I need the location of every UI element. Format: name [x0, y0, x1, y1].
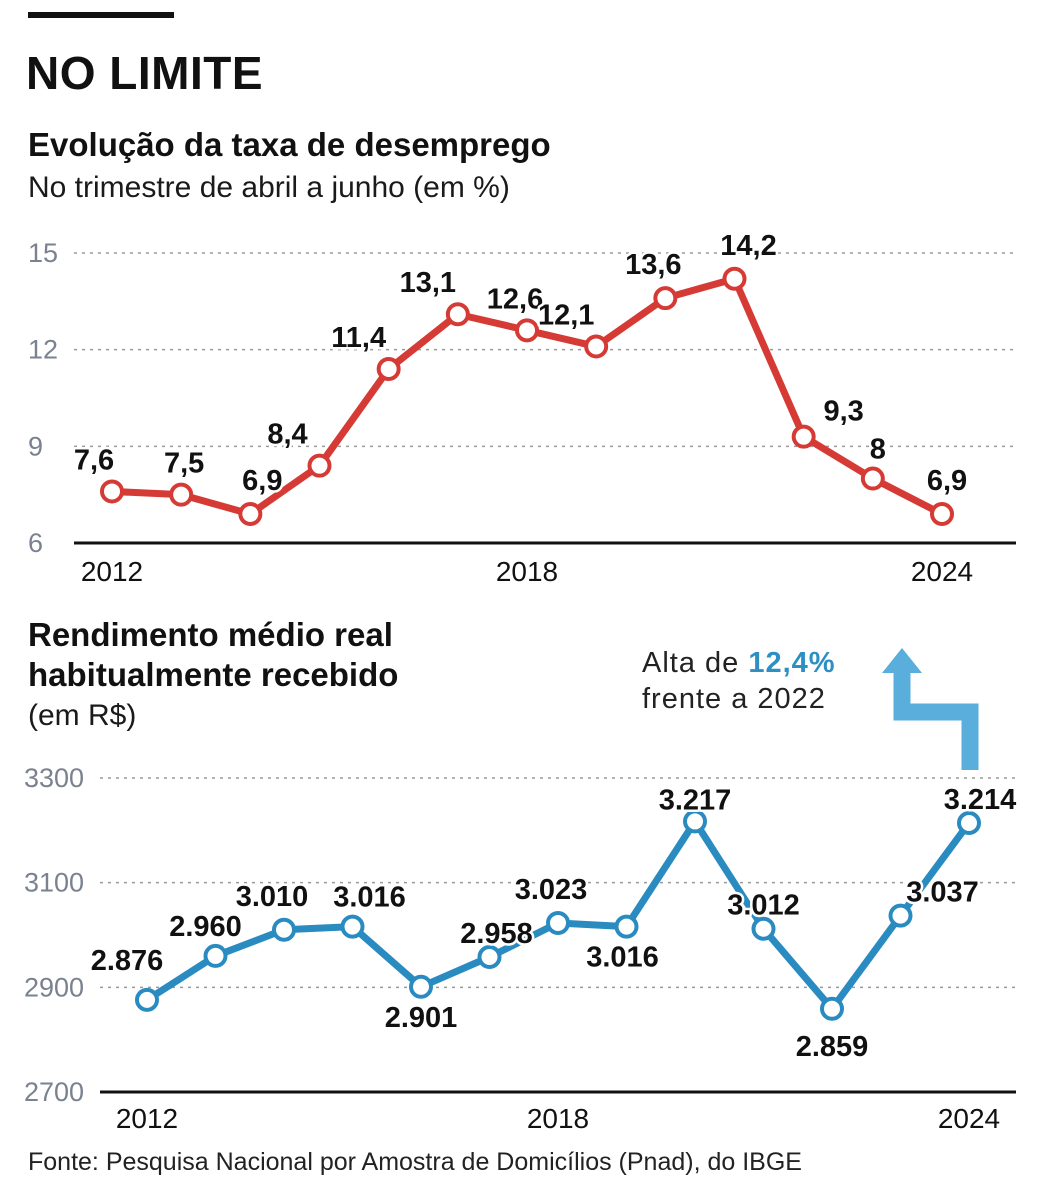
- data-label: 2.960: [169, 911, 242, 943]
- headline: NO LIMITE: [26, 47, 264, 99]
- data-point: [888, 903, 913, 928]
- data-label: 3.023: [515, 874, 588, 906]
- growth-arrow-icon: [893, 672, 979, 770]
- x-tick-label: 2012: [116, 1103, 178, 1134]
- data-point: [584, 334, 609, 359]
- data-label: 3.016: [333, 882, 406, 914]
- data-point: [376, 357, 401, 381]
- growth-note-line2: frente a 2022: [642, 683, 826, 715]
- data-point: [930, 502, 954, 526]
- y-tick-label: 12: [28, 335, 58, 365]
- growth-note-prefix: Alta de: [642, 647, 749, 679]
- data-point: [860, 466, 885, 491]
- data-point: [546, 910, 570, 935]
- x-tick-label: 2024: [911, 556, 973, 587]
- data-point: [203, 943, 228, 968]
- data-label: 2.958: [460, 918, 533, 950]
- data-label: 8: [870, 434, 886, 466]
- unemployment-chart: 6 9 12 15 2012 2018 2024 7,6 7,5 6,9 8,4 11,4 13,1 12…: [28, 227, 1016, 587]
- data-point: [340, 914, 365, 939]
- y-tick-label: 9: [28, 431, 43, 461]
- data-point: [722, 266, 747, 291]
- x-tick-label: 2024: [938, 1103, 1000, 1134]
- y-tick-label: 3100: [24, 868, 84, 898]
- data-point: [653, 286, 678, 311]
- data-point: [957, 811, 981, 836]
- chart1-subtitle: No trimestre de abril a junho (em %): [28, 171, 510, 204]
- source-note: Fonte: Pesquisa Nacional por Amostra de …: [28, 1148, 802, 1176]
- data-label: 2.876: [91, 945, 164, 977]
- data-point: [238, 502, 263, 526]
- data-label: 12,6: [487, 283, 543, 315]
- y-tick-label: 6: [28, 528, 43, 558]
- data-label: 7,5: [164, 448, 204, 480]
- data-label: 6,9: [927, 465, 967, 497]
- data-label: 3.214: [944, 784, 1017, 816]
- growth-note: Alta de 12,4% frente a 2022: [642, 645, 836, 717]
- data-point: [791, 424, 816, 449]
- x-tick-label: 2018: [527, 1103, 589, 1134]
- data-point: [820, 996, 844, 1021]
- data-label: 2.901: [385, 1002, 458, 1034]
- data-point: [751, 916, 776, 941]
- top-rule: [28, 12, 174, 18]
- growth-note-line1: Alta de 12,4%: [642, 645, 836, 681]
- data-point: [683, 809, 707, 834]
- data-point: [169, 482, 194, 507]
- data-label: 11,4: [331, 322, 386, 354]
- data-label: 7,6: [74, 444, 114, 476]
- data-point: [515, 318, 539, 343]
- data-label: 3.037: [906, 877, 979, 909]
- data-label: 13,1: [400, 267, 456, 299]
- y-tick-label: 15: [28, 238, 58, 268]
- chart2-title-line1: Rendimento médio real: [28, 616, 393, 653]
- data-point: [100, 479, 124, 504]
- chart1-title: Evolução da taxa de desemprego: [28, 126, 551, 163]
- growth-arrowhead-icon: [882, 648, 922, 673]
- data-label: 3.012: [727, 890, 800, 922]
- data-point: [272, 917, 296, 942]
- chart2-title: Rendimento médio real habitualmente rece…: [28, 615, 398, 695]
- data-label: 9,3: [824, 396, 864, 428]
- y-tick-label: 2900: [24, 972, 84, 1002]
- data-point: [614, 914, 639, 939]
- data-point: [307, 453, 332, 478]
- data-label: 14,2: [720, 230, 776, 262]
- x-tick-label: 2018: [496, 556, 558, 587]
- data-label: 8,4: [267, 419, 307, 451]
- data-label: 13,6: [625, 249, 681, 281]
- data-label: 12,1: [538, 299, 594, 331]
- growth-note-highlight: 12,4%: [748, 647, 836, 679]
- x-tick-label: 2012: [81, 556, 143, 587]
- y-tick-label: 3300: [24, 763, 84, 793]
- data-point: [477, 944, 502, 969]
- y-tick-label: 2700: [24, 1077, 84, 1107]
- data-label: 6,9: [242, 465, 282, 497]
- data-label: 2.859: [796, 1031, 869, 1063]
- data-label: 3.217: [659, 784, 732, 816]
- data-label: 3.016: [586, 942, 659, 974]
- chart2-subtitle: (em R$): [28, 699, 137, 732]
- data-label: 3.010: [236, 881, 309, 913]
- chart2-title-line2: habitualmente recebido: [28, 656, 399, 693]
- data-point: [135, 987, 159, 1012]
- data-point: [409, 974, 433, 999]
- data-point: [445, 302, 470, 327]
